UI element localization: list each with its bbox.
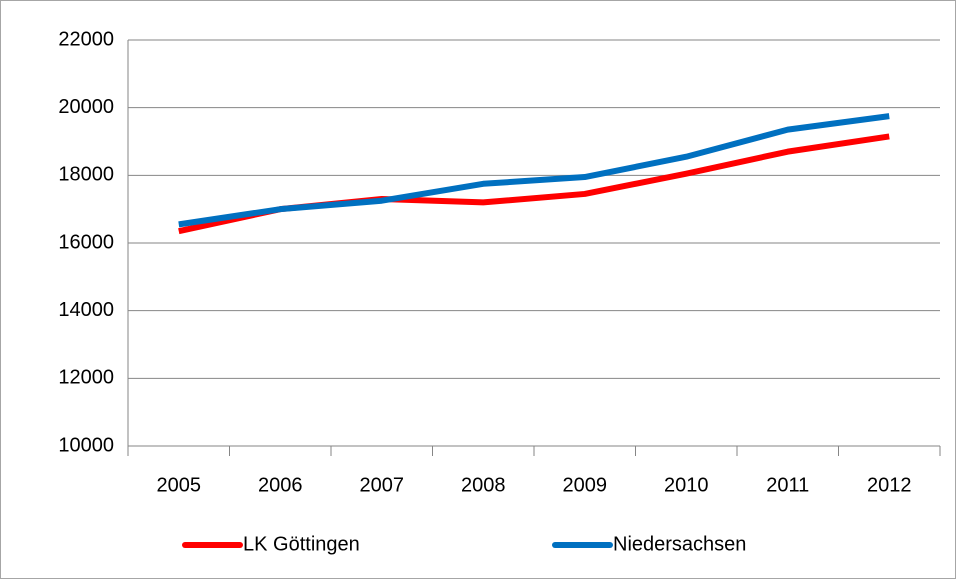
y-tick-label: 18000 xyxy=(58,164,114,186)
y-tick-label: 16000 xyxy=(58,231,114,253)
y-tick-label: 20000 xyxy=(58,96,114,118)
legend-label: LK Göttingen xyxy=(243,533,360,555)
legend-label: Niedersachsen xyxy=(613,533,746,555)
x-tick-label: 2008 xyxy=(461,474,506,496)
line-series xyxy=(178,113,890,228)
y-tick-label: 10000 xyxy=(58,434,114,456)
y-tick-label: 22000 xyxy=(58,28,114,50)
x-tick-label: 2005 xyxy=(157,474,202,496)
x-tick-label: 2006 xyxy=(258,474,303,496)
x-tick-label: 2007 xyxy=(360,474,405,496)
x-tick-label: 2009 xyxy=(563,474,608,496)
x-tick-label: 2011 xyxy=(766,474,809,496)
x-tick-label: 2010 xyxy=(664,474,709,496)
x-tick-label: 2012 xyxy=(867,474,912,496)
y-tick-label: 14000 xyxy=(58,299,114,321)
y-tick-label: 12000 xyxy=(58,367,114,389)
